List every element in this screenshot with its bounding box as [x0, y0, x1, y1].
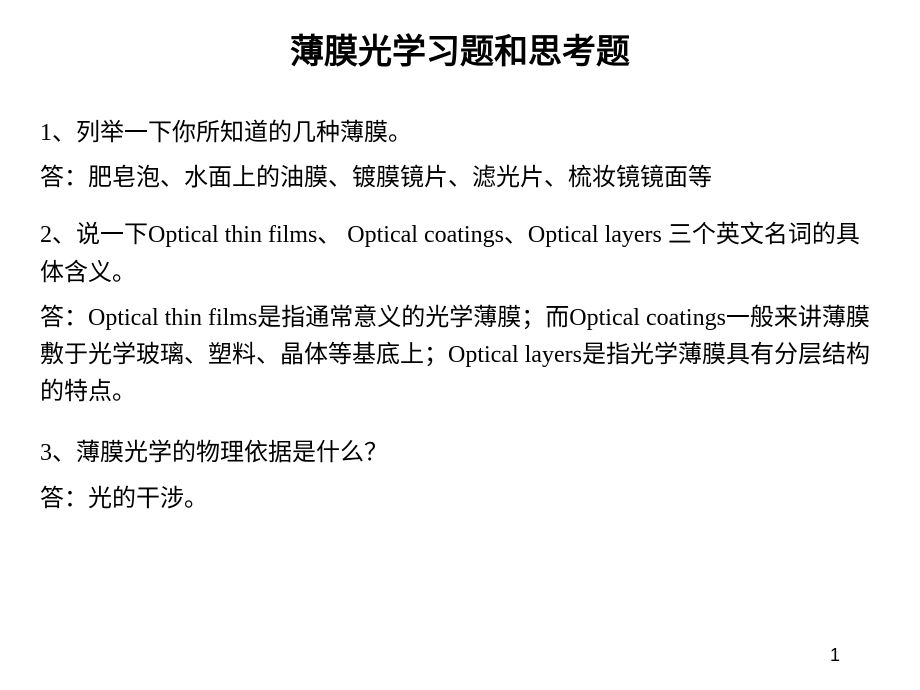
- question-2: 2、说一下Optical thin films、 Optical coating…: [40, 217, 880, 291]
- slide-title: 薄膜光学习题和思考题: [40, 24, 880, 73]
- answer-2: 答：Optical thin films是指通常意义的光学薄膜；而Optical…: [40, 300, 880, 412]
- answer-1: 答：肥皂泡、水面上的油膜、镀膜镜片、滤光片、梳妆镜镜面等: [40, 160, 880, 197]
- question-1: 1、列举一下你所知道的几种薄膜。: [40, 115, 880, 152]
- answer-3: 答：光的干涉。: [40, 481, 880, 518]
- page-number: 1: [830, 645, 840, 666]
- slide-container: 薄膜光学习题和思考题 1、列举一下你所知道的几种薄膜。 答：肥皂泡、水面上的油膜…: [0, 0, 920, 690]
- question-3: 3、薄膜光学的物理依据是什么？: [40, 435, 880, 472]
